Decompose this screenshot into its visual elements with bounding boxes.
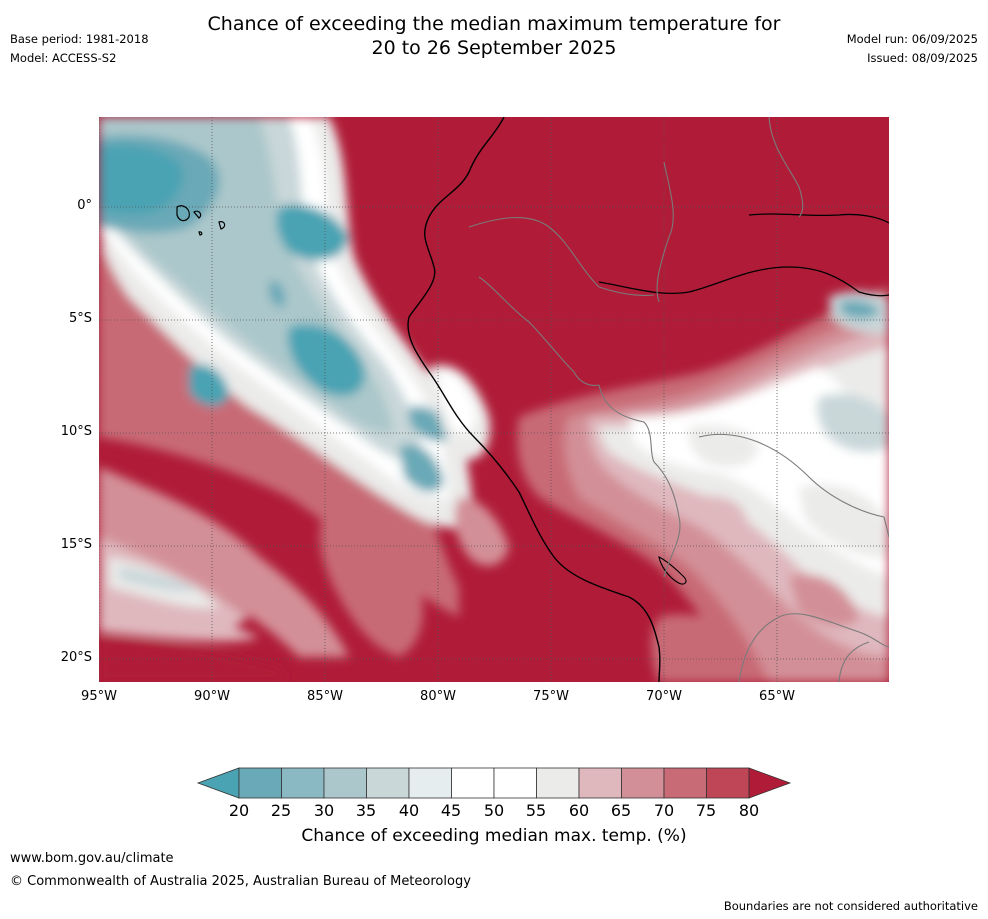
footer-boundary-note: Boundaries are not considered authoritat… (723, 899, 978, 913)
colorbar-segment (706, 767, 750, 799)
map-canvas (99, 117, 889, 682)
map-title: Chance of exceeding the median maximum t… (0, 12, 988, 60)
colorbar-segments (238, 767, 750, 799)
river-line (598, 266, 889, 297)
colorbar-segment (238, 767, 282, 799)
colorbar-tick-25: 25 (270, 801, 292, 820)
colorbar-tick-70: 70 (653, 801, 675, 820)
colorbar-segment (663, 767, 707, 799)
lon-label-80w: 80°W (420, 689, 456, 704)
colorbar-tick-60: 60 (568, 801, 590, 820)
probability-field (99, 117, 889, 682)
issued-text: Issued: 08/09/2025 (867, 51, 978, 65)
header-left: Base period: 1981-2018 Model: ACCESS-S2 (10, 30, 149, 68)
colorbar-tick-40: 40 (398, 801, 420, 820)
lon-label-85w: 85°W (307, 689, 343, 704)
lon-label-70w: 70°W (646, 689, 682, 704)
model-run-text: Model run: 06/09/2025 (846, 32, 978, 46)
colorbar-segment (323, 767, 367, 799)
colorbar-tick-50: 50 (483, 801, 505, 820)
colorbar-segment (536, 767, 580, 799)
colorbar-segment (408, 767, 452, 799)
lat-label-5s: 5°S (68, 311, 92, 326)
country-borders (468, 117, 889, 682)
lat-label-10s: 10°S (60, 424, 92, 439)
colorbar-tick-30: 30 (313, 801, 335, 820)
colorbar-tick-65: 65 (610, 801, 632, 820)
coastline (407, 117, 661, 682)
colorbar-tick-35: 35 (355, 801, 377, 820)
lon-label-95w: 95°W (81, 689, 117, 704)
colorbar-label: Chance of exceeding median max. temp. (%… (301, 826, 687, 846)
lat-label-0: 0° (77, 198, 92, 213)
title-line-2: 20 to 26 September 2025 (371, 37, 617, 59)
lon-label-75w: 75°W (533, 689, 569, 704)
lon-label-65w: 65°W (759, 689, 795, 704)
colorbar-segment (281, 767, 325, 799)
colorbar-min-arrow (196, 767, 240, 799)
colorbar-tick-75: 75 (695, 801, 717, 820)
forecast-map (99, 117, 889, 682)
map-graticule (99, 117, 889, 682)
colorbar (196, 767, 792, 799)
lat-label-15s: 15°S (60, 537, 92, 552)
colorbar-segment (621, 767, 665, 799)
header-right: Model run: 06/09/2025 Issued: 08/09/2025 (847, 30, 978, 68)
colorbar-segment (451, 767, 495, 799)
title-line-1: Chance of exceeding the median maximum t… (207, 13, 781, 35)
river-line-north (748, 213, 889, 224)
model-text: Model: ACCESS-S2 (10, 51, 117, 65)
base-period-text: Base period: 1981-2018 (10, 32, 149, 46)
lon-label-90w: 90°W (194, 689, 230, 704)
footer-url: www.bom.gov.au/climate (10, 851, 174, 866)
colorbar-max-arrow (748, 767, 792, 799)
colorbar-tick-80: 80 (738, 801, 760, 820)
colorbar-segment (366, 767, 410, 799)
colorbar-segment (493, 767, 537, 799)
footer-copyright: © Commonwealth of Australia 2025, Austra… (10, 874, 471, 889)
colorbar-tick-20: 20 (228, 801, 250, 820)
colorbar-segment (578, 767, 622, 799)
colorbar-tick-45: 45 (440, 801, 462, 820)
colorbar-tick-55: 55 (525, 801, 547, 820)
lat-label-20s: 20°S (60, 650, 92, 665)
galapagos-islands (176, 205, 226, 236)
